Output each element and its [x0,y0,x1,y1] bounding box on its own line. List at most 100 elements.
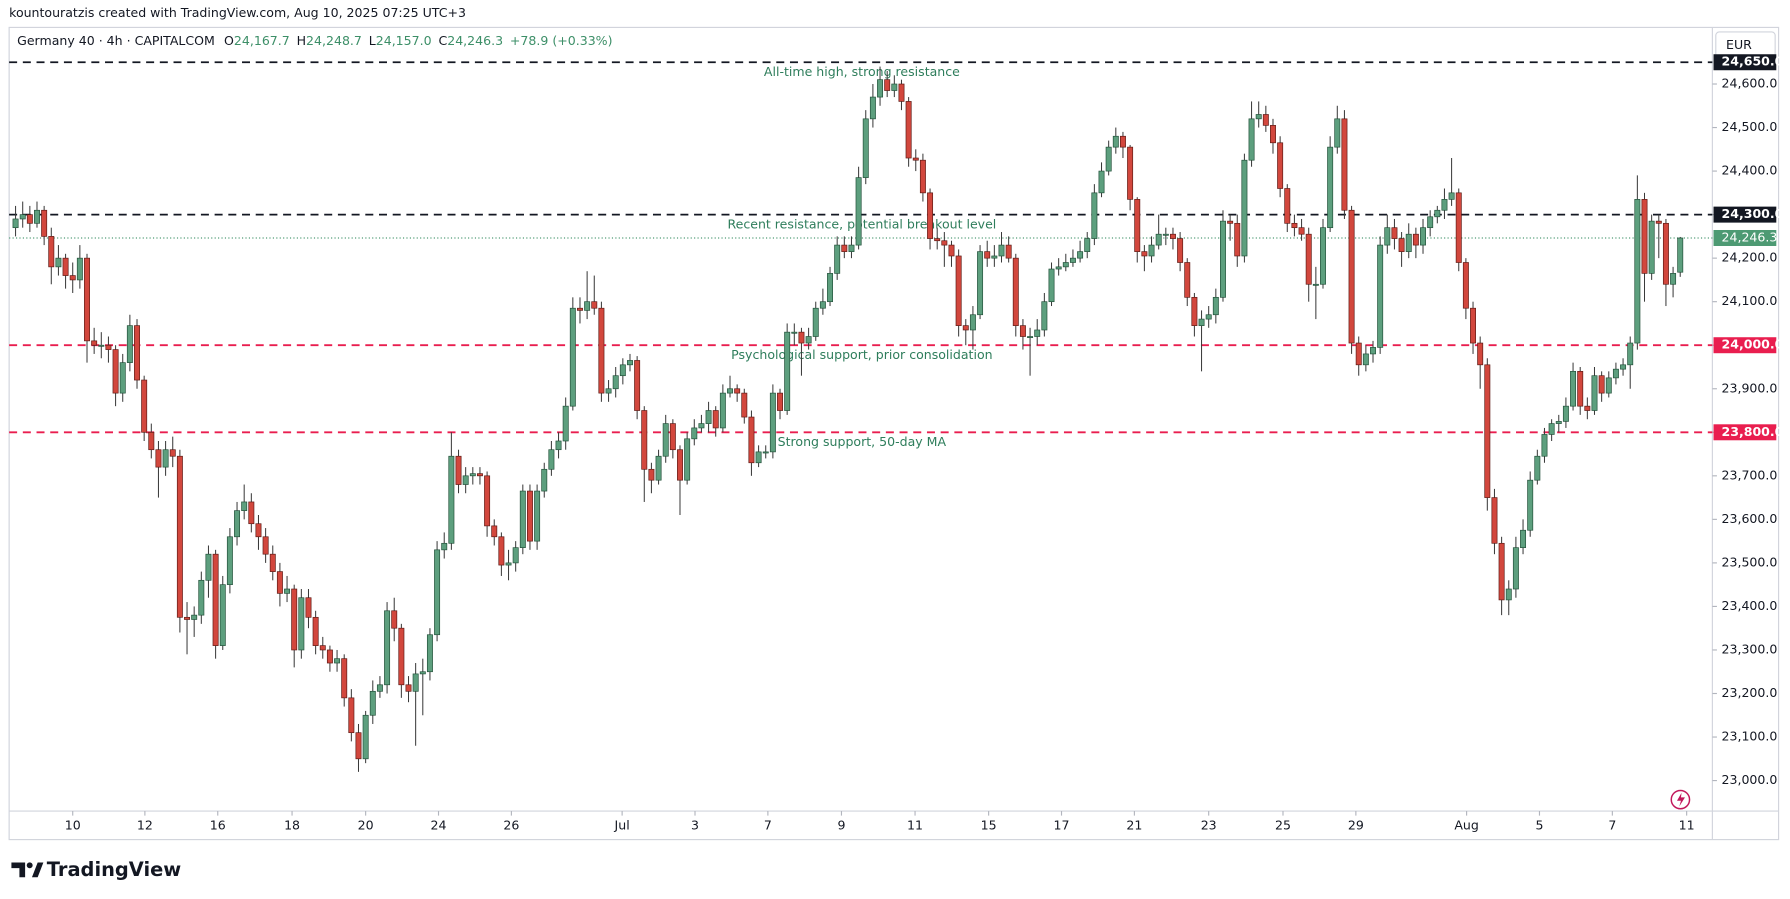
candle-body [1420,227,1426,246]
candle-body [162,449,169,468]
candle-body [1405,233,1412,252]
candle-body [1105,146,1112,172]
candle-body [448,455,455,544]
candle-body [741,392,748,418]
level-price-label: 24,000.0 [1722,337,1784,352]
candle-body [469,473,476,477]
candle-body [69,275,76,281]
candle-body [791,331,798,334]
candle-body [405,684,412,692]
candle-body [1441,199,1448,211]
candle-body [891,83,898,91]
candle-body [112,349,119,394]
candle-body [505,562,512,566]
candle-body [284,588,291,594]
alert-icon[interactable] [1670,789,1691,810]
y-tick-label: 23,600.0 [1722,511,1778,526]
candle-body [105,344,112,350]
y-tick-label: 24,200.0 [1722,250,1778,265]
y-tick-label: 23,500.0 [1722,554,1778,569]
candle-body [705,410,712,424]
x-tick-label: 15 [981,817,997,832]
x-tick-label: Jul [614,817,630,832]
candle-body [334,658,341,664]
candle-body [248,501,255,525]
candle-body [1034,329,1041,337]
candle-body [198,579,205,616]
candle-body [1184,262,1191,298]
last-price-box [1713,229,1777,246]
candle-body [1198,318,1205,326]
candle-body [905,101,912,159]
candle-body [619,364,626,377]
candle-body [734,388,741,394]
y-tick-label: 23,100.0 [1722,729,1778,744]
x-tick-label: 26 [503,817,519,832]
candle-body [662,423,669,457]
y-tick-label: 24,500.0 [1722,119,1778,134]
candle-body [55,257,62,268]
candle-body [1584,405,1591,411]
x-tick-label: 21 [1126,817,1142,832]
brand-name: TradingView [47,858,181,881]
candle-body [498,536,505,566]
candle-body [119,362,126,394]
candle-body [1298,227,1305,235]
x-tick-label: 12 [137,817,153,832]
candle-body [1177,238,1184,263]
candle-body [834,244,841,274]
candle-body [355,732,362,760]
candle-body [1227,220,1234,224]
candle-body [226,536,233,586]
candle-body [591,301,598,309]
candle-body [319,645,326,651]
candle-body [1512,547,1519,590]
candle-body [805,336,812,344]
candle-body [1012,257,1019,326]
candle-body [748,416,755,464]
candle-body [376,684,383,692]
candle-body [1148,244,1155,257]
x-tick-label: 10 [65,817,81,832]
x-tick-label: 7 [1608,817,1616,832]
candle-body [898,83,905,102]
x-tick-label: 5 [1535,817,1543,832]
candle-body [169,449,176,457]
candle-body [141,379,148,433]
candle-body [1641,199,1648,274]
candle-body [1341,118,1348,211]
candle-body [862,118,869,178]
candle-body [612,375,619,390]
candle-body [1312,283,1319,286]
candle-body [1484,364,1491,498]
candle-body [62,257,69,276]
candle-body [326,649,333,664]
candle-body [1077,251,1084,259]
chart-frame [8,26,1780,841]
candle-body [1327,146,1334,229]
candle-body [869,96,876,120]
candle-body [219,584,226,646]
x-tick-label: 29 [1348,817,1364,832]
candle-body [1069,257,1076,263]
level-note: Psychological support, prior consolidati… [731,347,992,362]
candle-body [548,449,555,470]
candle-body [41,209,48,237]
candle-body [255,523,262,538]
candle-body [712,410,719,429]
candle-body [19,214,26,220]
candle-body [1655,220,1662,224]
candle-body [512,547,519,564]
candle-body [562,405,569,442]
candle-body [1091,192,1098,239]
candle-body [1620,364,1627,370]
candle-body [605,388,612,394]
candle-body [1598,375,1605,394]
candle-body [1248,118,1255,161]
candle-body [269,553,276,572]
candle-body [691,427,698,440]
change: +78.9 (+0.33%) [510,33,613,48]
ohlc-key: H [297,33,306,48]
